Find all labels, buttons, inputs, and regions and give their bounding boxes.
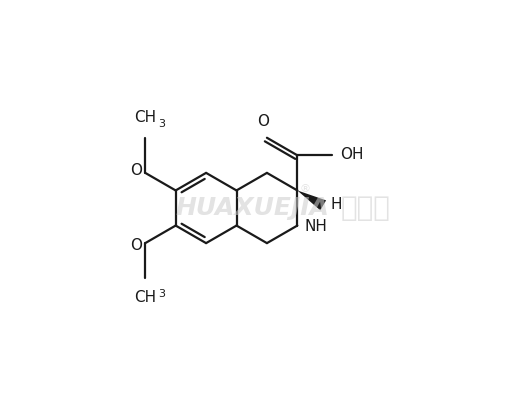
Text: ®: ® [300,184,311,194]
Text: 化学加: 化学加 [340,194,390,222]
Text: O: O [130,238,142,253]
Polygon shape [297,191,326,210]
Text: O: O [257,114,270,129]
Text: 3: 3 [158,289,165,299]
Text: HUAXUEJIA: HUAXUEJIA [175,196,329,220]
Text: CH: CH [134,290,156,305]
Text: 3: 3 [158,119,165,129]
Text: CH: CH [134,110,156,125]
Text: NH: NH [305,219,328,234]
Text: O: O [130,163,142,178]
Text: H: H [330,197,342,212]
Text: OH: OH [340,147,363,162]
